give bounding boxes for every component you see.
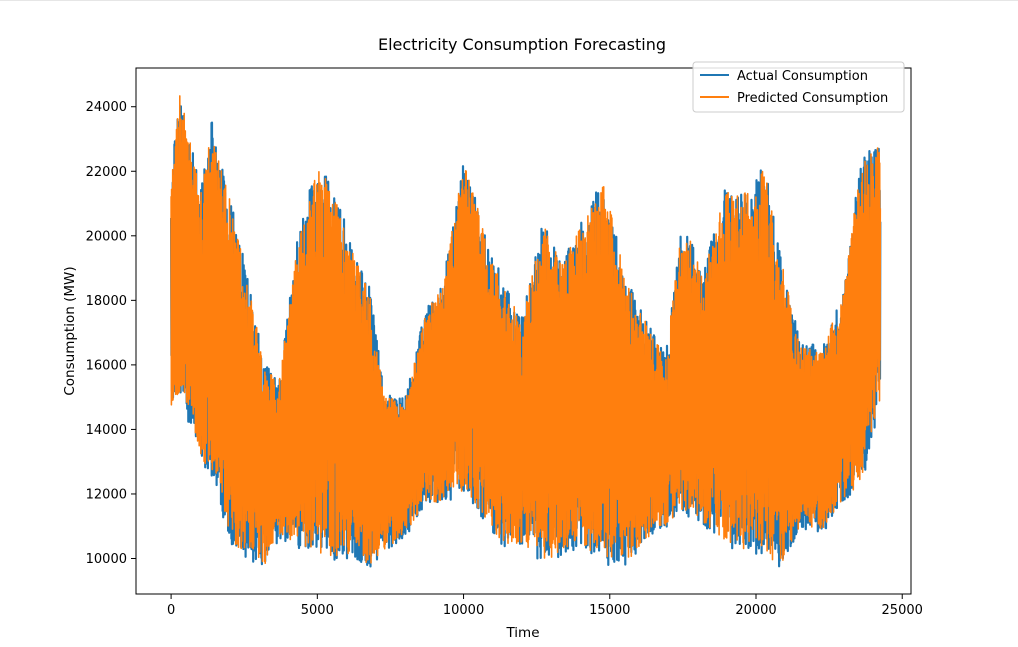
legend-label-actual: Actual Consumption: [737, 69, 868, 84]
x-axis-label: Time: [505, 625, 539, 641]
chart-title: Electricity Consumption Forecasting: [378, 35, 666, 54]
x-tick-label: 0: [167, 603, 175, 618]
x-tick-label: 10000: [443, 603, 484, 618]
x-tick-label: 15000: [589, 603, 630, 618]
legend-label-predicted: Predicted Consumption: [737, 91, 888, 106]
y-tick-label: 14000: [86, 423, 127, 438]
legend: Actual Consumption Predicted Consumption: [693, 62, 904, 112]
x-tick-label: 20000: [735, 603, 776, 618]
y-tick-label: 10000: [86, 552, 127, 567]
y-tick-label: 12000: [86, 487, 127, 502]
y-tick-label: 16000: [86, 358, 127, 373]
x-tick-label: 25000: [882, 603, 923, 618]
y-tick-label: 24000: [86, 100, 127, 115]
y-tick-label: 20000: [86, 229, 127, 244]
series-line-predicted: [171, 96, 880, 563]
y-tick-label: 18000: [86, 294, 127, 309]
y-axis-label: Consumption (MW): [62, 266, 78, 395]
x-tick-label: 5000: [301, 603, 334, 618]
y-tick-label: 22000: [86, 165, 127, 180]
